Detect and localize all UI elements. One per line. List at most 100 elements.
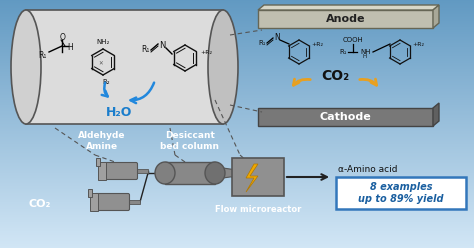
Bar (0, 121, 474, 122)
Bar (0, 22, 474, 23)
Bar (0, 190, 474, 191)
Bar (0, 134, 474, 135)
Bar (0, 110, 474, 111)
Bar (0, 167, 474, 168)
Bar (0, 24, 474, 25)
Bar (0, 106, 474, 107)
Bar (0, 57, 474, 58)
Bar (0, 6, 474, 7)
Bar (0, 225, 474, 226)
Bar (0, 122, 474, 123)
Bar (0, 119, 474, 120)
Bar (0, 156, 474, 157)
Bar (0, 73, 474, 74)
Bar (0, 188, 474, 189)
Bar (0, 169, 474, 170)
Bar (0, 117, 474, 118)
Bar (0, 5, 474, 6)
Bar (0, 130, 474, 131)
Bar (0, 13, 474, 14)
Bar (0, 245, 474, 246)
Bar (0, 86, 474, 87)
Bar (0, 42, 474, 43)
Bar (0, 149, 474, 150)
Bar (0, 154, 474, 155)
Bar (0, 2, 474, 3)
Bar (0, 164, 474, 165)
Bar (0, 75, 474, 76)
Bar (0, 74, 474, 75)
Bar (0, 229, 474, 230)
Bar (0, 159, 474, 160)
Bar (0, 209, 474, 210)
Bar (0, 120, 474, 121)
Bar (0, 224, 474, 225)
Bar (0, 146, 474, 147)
Ellipse shape (11, 10, 41, 124)
Text: R₁: R₁ (339, 49, 347, 55)
Bar (0, 63, 474, 64)
Polygon shape (223, 168, 237, 178)
Bar (96, 158, 100, 166)
Bar (0, 243, 474, 244)
Text: α-Amino acid: α-Amino acid (338, 164, 398, 174)
Bar (0, 108, 474, 109)
Bar (0, 9, 474, 10)
Bar (0, 115, 474, 116)
Bar (0, 83, 474, 84)
Bar (0, 126, 474, 127)
Bar (0, 218, 474, 219)
Bar (0, 48, 474, 49)
Bar (0, 31, 474, 32)
Text: up to 89% yield: up to 89% yield (358, 194, 444, 204)
Bar (0, 76, 474, 77)
Bar (128, 200, 140, 204)
Bar (0, 55, 474, 56)
Text: +R₂: +R₂ (311, 42, 323, 48)
Text: ✕: ✕ (99, 62, 103, 66)
Bar (0, 199, 474, 200)
Bar (0, 171, 474, 172)
Bar (0, 133, 474, 134)
Text: +R₂: +R₂ (412, 42, 424, 48)
Text: NH: NH (360, 49, 371, 55)
Bar (0, 237, 474, 238)
Bar (0, 89, 474, 90)
Bar (0, 116, 474, 117)
Bar (0, 4, 474, 5)
Ellipse shape (205, 162, 225, 184)
Bar (0, 192, 474, 193)
Text: R₂: R₂ (102, 79, 110, 85)
Bar (0, 64, 474, 65)
Bar (0, 216, 474, 217)
Bar (0, 173, 474, 174)
Bar (0, 101, 474, 102)
Bar (0, 153, 474, 154)
Bar (0, 19, 474, 20)
Bar (0, 71, 474, 72)
Bar (0, 17, 474, 18)
Bar (0, 10, 474, 11)
Bar (0, 200, 474, 201)
Ellipse shape (155, 162, 175, 184)
Bar (136, 169, 148, 173)
Bar (0, 196, 474, 197)
Bar (0, 88, 474, 89)
Bar (0, 58, 474, 59)
Bar (0, 132, 474, 133)
Bar (0, 222, 474, 223)
Bar (0, 128, 474, 129)
FancyBboxPatch shape (336, 177, 466, 209)
Bar (0, 144, 474, 145)
Polygon shape (246, 164, 258, 192)
Bar (0, 176, 474, 177)
Bar (0, 185, 474, 186)
Text: Flow microreactor: Flow microreactor (215, 205, 301, 214)
Bar (0, 178, 474, 179)
Bar (0, 163, 474, 164)
Bar (0, 18, 474, 19)
Ellipse shape (208, 10, 238, 124)
Bar (0, 151, 474, 152)
Bar (0, 36, 474, 37)
Bar (0, 210, 474, 211)
